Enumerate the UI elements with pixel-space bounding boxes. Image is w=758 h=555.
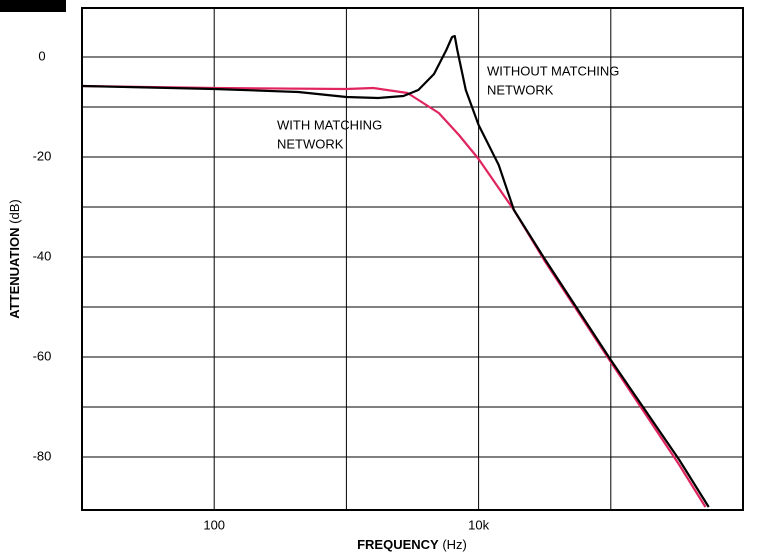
y-tick-label: -40	[33, 248, 52, 263]
x-axis-label-unit: (Hz)	[442, 537, 467, 552]
data-line	[81, 84, 707, 508]
annotation: WITHOUT MATCHING	[487, 63, 619, 78]
y-tick-label: -20	[33, 148, 52, 163]
y-axis-label-unit: (dB)	[7, 199, 22, 224]
x-tick-label: 100	[203, 517, 225, 532]
x-axis-label-main: FREQUENCY	[357, 537, 439, 552]
data-line	[81, 34, 710, 508]
x-axis-label: FREQUENCY (Hz)	[357, 537, 467, 552]
y-tick-label: -60	[33, 348, 52, 363]
annotation: WITH MATCHING	[277, 117, 382, 132]
annotation: NETWORK	[487, 82, 554, 97]
y-axis-label: ATTENUATION (dB)	[7, 199, 22, 318]
y-tick-label: -80	[33, 448, 52, 463]
y-axis-label-main: ATTENUATION	[7, 227, 22, 318]
y-tick-label: 0	[38, 48, 45, 63]
plot-frame	[81, 7, 744, 511]
x-tick-label: 10k	[468, 517, 489, 532]
plot-area	[82, 8, 743, 510]
corner-tab	[0, 0, 66, 12]
annotation: NETWORK	[277, 136, 344, 151]
